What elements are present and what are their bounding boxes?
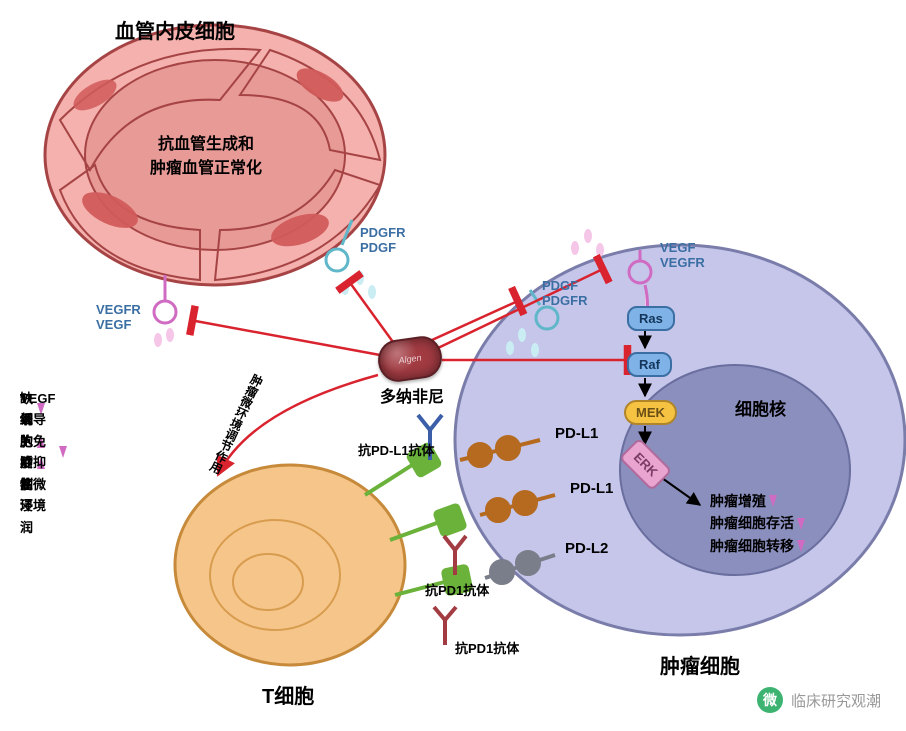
tumor-outcomes: 肿瘤增殖肿瘤细胞存活肿瘤细胞转移: [710, 490, 805, 557]
watermark: 微 临床研究观潮: [757, 687, 881, 713]
tme-effect-item: VEGF诱导的免疫抑制微环境: [20, 388, 67, 517]
drug-name: 多纳非尼: [380, 383, 444, 407]
anti-pd1-label-2: 抗PD1抗体: [455, 638, 519, 657]
node-mek: MEK: [624, 400, 677, 425]
tumor-outcome-item: 肿瘤细胞转移: [710, 535, 805, 557]
vegf-tumor-label: VEGF VEGFR: [660, 240, 705, 270]
diagram-svg: [0, 0, 906, 731]
tumor-title: 肿瘤细胞: [660, 650, 740, 679]
anti-pdl1-label: 抗PD-L1抗体: [358, 440, 435, 459]
nucleus-label: 细胞核: [735, 395, 786, 420]
diagram-stage: Algen Ras Raf MEK ERK 血管内皮细胞 抗血管生成和 肿瘤血管…: [0, 0, 906, 731]
watermark-text: 临床研究观潮: [791, 690, 881, 711]
anti-pd1-antibody-2: [434, 607, 456, 645]
node-ras: Ras: [627, 306, 675, 331]
tcell-title: T细胞: [262, 680, 314, 709]
endothelial-center-text: 抗血管生成和 肿瘤血管正常化: [150, 130, 262, 178]
tumor-cell: [455, 245, 905, 635]
node-raf: Raf: [627, 352, 672, 377]
vegfr-endo-label: VEGFR VEGF: [96, 302, 141, 332]
pdl2-label: PD-L2: [565, 540, 608, 557]
endothelial-title: 血管内皮细胞: [115, 15, 235, 44]
pdl1-label-2: PD-L1: [570, 480, 613, 497]
watermark-icon: 微: [757, 687, 783, 713]
tumor-outcome-item: 肿瘤增殖: [710, 490, 805, 512]
vegfr-endo: [154, 275, 176, 347]
pdgfr-endo-label: PDGFR PDGF: [360, 225, 406, 255]
tumor-outcome-item: 肿瘤细胞存活: [710, 512, 805, 534]
t-cell: [175, 465, 405, 665]
pdl1-label-1: PD-L1: [555, 425, 598, 442]
pdgf-tumor-label: PDGF PDGFR: [542, 278, 588, 308]
anti-pd1-label-1: 抗PD1抗体: [425, 580, 489, 599]
